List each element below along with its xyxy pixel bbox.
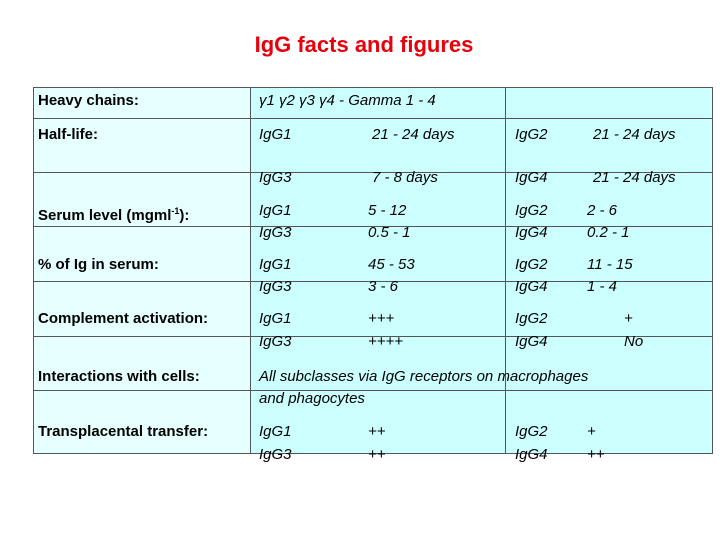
- table-cell: [33, 390, 251, 454]
- cell-text: IgG1: [259, 126, 292, 143]
- row-label: Interactions with cells:: [38, 368, 200, 386]
- table-cell: [505, 336, 713, 391]
- table-cell: [33, 118, 251, 173]
- cell-text: γ1 γ2 γ3 γ4 - Gamma 1 - 4: [259, 92, 436, 109]
- cell-text: 0.5 - 1: [368, 224, 411, 241]
- table-cell: [33, 87, 251, 119]
- table-cell: [505, 226, 713, 282]
- table-cell: [33, 281, 251, 337]
- cell-text: IgG1: [259, 423, 292, 440]
- cell-text: IgG4: [515, 169, 548, 186]
- cell-text: 2 - 6: [587, 202, 618, 219]
- cell-text: IgG3: [259, 278, 292, 295]
- table-cell: [250, 390, 506, 454]
- label-text: Transplacental transfer:: [38, 423, 209, 440]
- cell-text: ++++: [368, 333, 404, 350]
- table-cell: [250, 172, 506, 227]
- cell-text: 21 - 24 days: [593, 169, 676, 186]
- cell-text: +: [587, 423, 596, 440]
- cell-text: and phagocytes: [259, 390, 365, 407]
- cell-text: IgG4: [515, 224, 548, 241]
- cell-text: 21 - 24 days: [372, 126, 455, 143]
- cell-text: IgG1: [259, 310, 292, 327]
- cell-text: IgG3: [259, 169, 292, 186]
- cell-text: 7 - 8 days: [372, 169, 438, 186]
- cell-text: IgG4: [515, 333, 548, 350]
- table-cell: [33, 226, 251, 282]
- row-label: Transplacental transfer:: [38, 423, 208, 441]
- cell-text: All subclasses via IgG receptors on macr…: [259, 368, 589, 385]
- cell-text: +++: [368, 310, 395, 327]
- cell-text: 1 - 4: [587, 278, 618, 295]
- cell-text: +: [624, 310, 633, 327]
- table-cell: [505, 87, 713, 119]
- label-text: Half-life:: [38, 126, 98, 143]
- cell-text: ++: [368, 446, 386, 463]
- cell-text: 3 - 6: [368, 278, 399, 295]
- cell-text: IgG1: [259, 202, 292, 219]
- cell-text: ++: [587, 446, 605, 463]
- label-superscript: -1: [171, 206, 180, 216]
- cell-text: 0.2 - 1: [587, 224, 630, 241]
- cell-text: 45 - 53: [368, 256, 415, 273]
- label-text: Heavy chains:: [38, 92, 139, 109]
- row-label: Half-life:: [38, 126, 98, 144]
- cell-text: IgG2: [515, 256, 548, 273]
- row-label: Complement activation:: [38, 310, 208, 328]
- label-text: Interactions with cells:: [38, 368, 200, 385]
- label-text: ):: [179, 207, 190, 224]
- cell-text: 21 - 24 days: [593, 126, 676, 143]
- row-label: % of Ig in serum:: [38, 256, 159, 274]
- cell-text: IgG1: [259, 256, 292, 273]
- table-cell: [505, 390, 713, 454]
- title: IgG facts and figures: [254, 32, 474, 57]
- row-label: Heavy chains:: [38, 92, 139, 110]
- label-text: % of Ig in serum:: [38, 256, 159, 273]
- cell-text: IgG3: [259, 446, 292, 463]
- row-label: Serum level (mgml-1):: [38, 202, 189, 225]
- label-text: Complement activation:: [38, 310, 209, 327]
- table-cell: [250, 87, 506, 119]
- cell-text: 11 - 15: [587, 256, 633, 273]
- cell-text: IgG2: [515, 310, 548, 327]
- table-cell: [505, 172, 713, 227]
- label-text: Serum level (mgml: [38, 207, 172, 224]
- cell-text: 5 - 12: [368, 202, 407, 219]
- cell-text: IgG2: [515, 423, 548, 440]
- table-cell: [505, 281, 713, 337]
- cell-text: ++: [368, 423, 386, 440]
- cell-text: IgG4: [515, 278, 548, 295]
- table-cell: [505, 118, 713, 173]
- cell-text: No: [624, 333, 644, 350]
- cell-text: IgG3: [259, 333, 292, 350]
- cell-text: IgG4: [515, 446, 548, 463]
- cell-text: IgG2: [515, 202, 548, 219]
- table-cell: [33, 336, 251, 391]
- cell-text: IgG3: [259, 224, 292, 241]
- table-cell: [250, 336, 506, 391]
- table-cell: [33, 172, 251, 227]
- cell-text: IgG2: [515, 126, 548, 143]
